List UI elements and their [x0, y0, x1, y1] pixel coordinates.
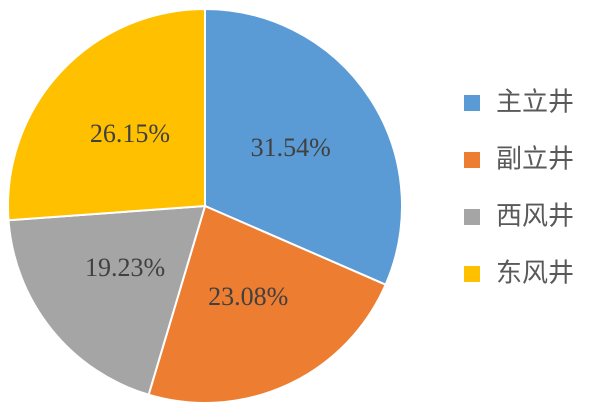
legend-label: 东风井: [496, 259, 574, 289]
data-label: 26.15%: [90, 119, 170, 148]
legend-swatch: [464, 95, 480, 111]
pie-slice: [147, 204, 387, 404]
legend-label: 西风井: [496, 202, 574, 232]
pie-slice: [7, 204, 207, 397]
legend-label: 副立井: [496, 145, 574, 175]
data-label: 23.08%: [208, 282, 288, 311]
data-label: 19.23%: [85, 253, 165, 282]
data-label: 31.54%: [251, 133, 331, 162]
legend-swatch: [464, 209, 480, 225]
pie-slice: [7, 7, 206, 222]
pie-slice: [204, 7, 403, 287]
legend-swatch: [464, 266, 480, 282]
legend-swatch: [464, 152, 480, 168]
legend-label: 主立井: [496, 88, 574, 118]
